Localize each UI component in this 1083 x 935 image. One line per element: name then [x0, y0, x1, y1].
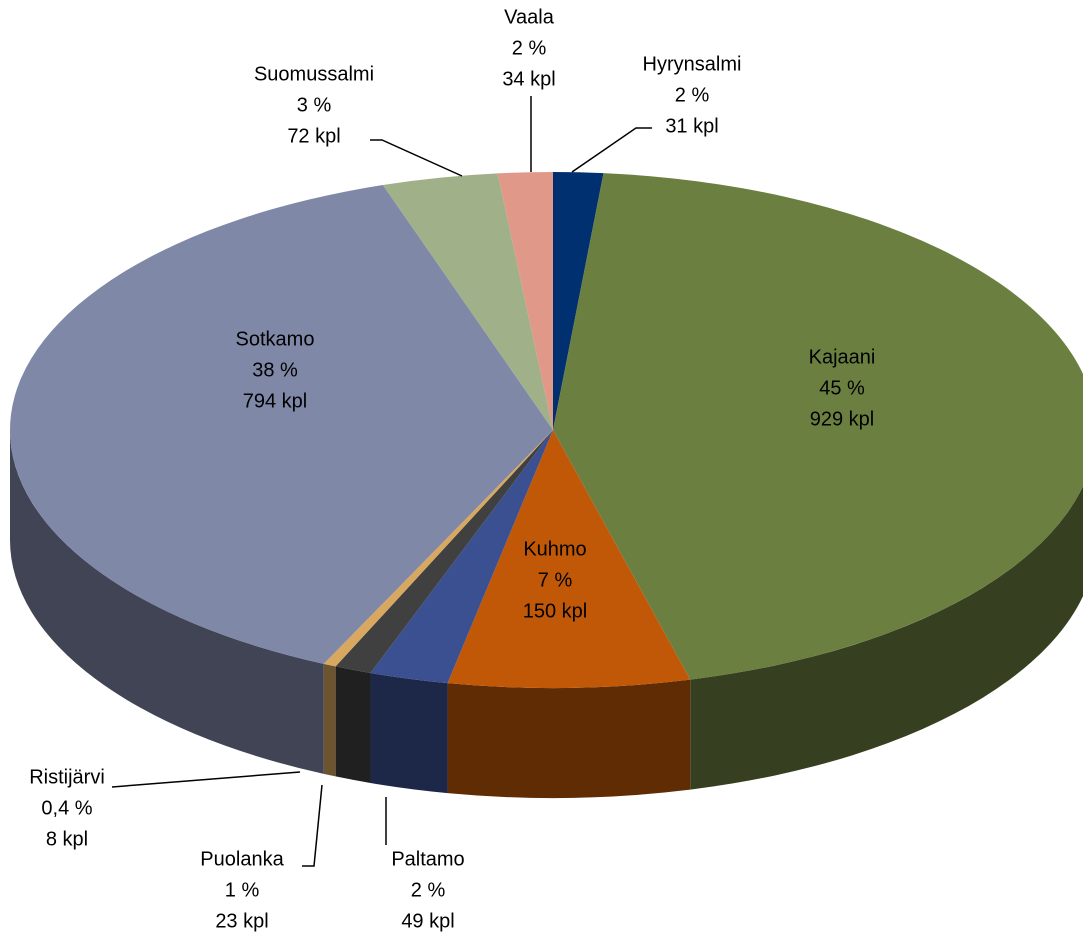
slice-label-name: Sotkamo	[236, 328, 315, 350]
slice-label-percent: 0,4 %	[41, 797, 92, 819]
pie-slice	[497, 172, 553, 430]
slice-label-percent: 1 %	[225, 879, 260, 901]
pie-side	[335, 666, 371, 783]
slice-label-count: 929 kpl	[810, 408, 875, 430]
pie-side	[370, 672, 448, 794]
slice-label-count: 23 kpl	[215, 910, 268, 932]
slice-label-count: 49 kpl	[401, 910, 454, 932]
pie-slice	[9, 184, 554, 664]
slice-label-name: Paltamo	[391, 848, 464, 870]
leader-line	[302, 784, 323, 867]
slice-label-percent: 45 %	[819, 377, 865, 399]
slice-label-percent: 2 %	[512, 37, 547, 59]
slice-label-percent: 3 %	[297, 94, 332, 116]
slice-label-name: Kuhmo	[523, 538, 586, 560]
slice-label-name: Puolanka	[200, 848, 284, 870]
slice-label-count: 34 kpl	[502, 68, 555, 90]
pie-side	[323, 663, 336, 777]
pie-slice	[447, 430, 691, 688]
slice-label-name: Suomussalmi	[254, 63, 374, 85]
slice-label-percent: 38 %	[252, 359, 298, 381]
slice-label-name: Kajaani	[809, 346, 876, 368]
slice-label-count: 72 kpl	[287, 125, 340, 147]
pie-side	[447, 679, 691, 798]
slice-label-name: Hyrynsalmi	[643, 53, 742, 75]
pie-side	[10, 430, 324, 774]
pie-side	[690, 486, 1083, 790]
slice-label-count: 794 kpl	[243, 390, 308, 412]
slice-label-name: Vaala	[504, 6, 555, 28]
slice-label-count: 150 kpl	[523, 600, 588, 622]
slice-label-name: Ristijärvi	[29, 766, 105, 788]
slice-label-percent: 7 %	[538, 569, 573, 591]
slice-label-percent: 2 %	[411, 879, 446, 901]
pie-slice	[553, 172, 604, 430]
pie-slice	[323, 430, 553, 667]
pie-slice	[382, 173, 553, 430]
leader-line	[370, 139, 463, 177]
slice-label-count: 8 kpl	[46, 828, 88, 850]
leader-line	[111, 771, 301, 788]
pie-slice	[553, 173, 1083, 680]
slice-label-percent: 2 %	[675, 84, 710, 106]
leader-line	[571, 127, 652, 173]
pie-slice	[335, 430, 553, 673]
pie-slice	[370, 430, 553, 684]
slice-label-count: 31 kpl	[665, 115, 718, 137]
